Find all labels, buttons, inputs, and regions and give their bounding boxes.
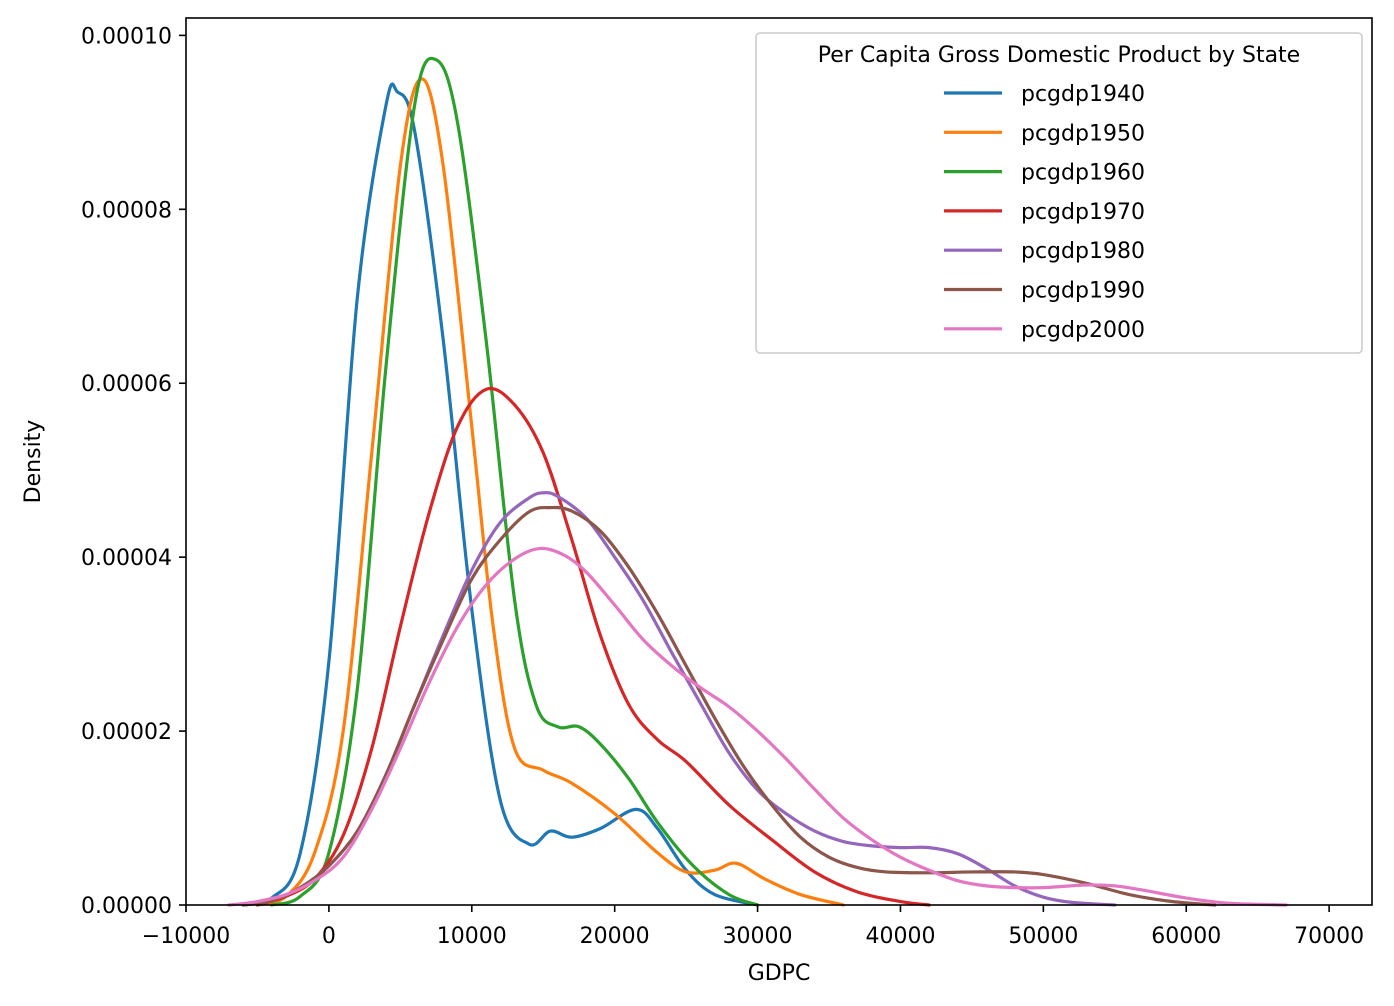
y-tick-label: 0.00002 xyxy=(81,720,172,745)
legend-label-pcgdp1950: pcgdp1950 xyxy=(1021,121,1145,146)
y-tick-label: 0.00000 xyxy=(81,894,172,919)
legend-label-pcgdp2000: pcgdp2000 xyxy=(1021,318,1145,343)
plot-frame xyxy=(185,17,1373,906)
y-axis-label: Density xyxy=(21,420,46,504)
x-tick-label: 60000 xyxy=(1151,924,1221,949)
series-line-pcgdp1940 xyxy=(241,82,760,907)
x-tick-label: 40000 xyxy=(865,924,935,949)
x-tick-label: 0 xyxy=(322,924,336,949)
x-tick-label: 30000 xyxy=(723,924,793,949)
series-line-pcgdp2000 xyxy=(227,546,1288,907)
legend-label-pcgdp1960: pcgdp1960 xyxy=(1021,161,1145,186)
y-tick-label: 0.00006 xyxy=(81,372,172,397)
x-axis-label: GDPC xyxy=(748,961,811,986)
legend-label-pcgdp1940: pcgdp1940 xyxy=(1021,82,1145,107)
x-tick-label: 20000 xyxy=(580,924,650,949)
series-line-pcgdp1960 xyxy=(270,56,760,907)
x-tick-label: 10000 xyxy=(437,924,507,949)
y-tick-label: 0.00008 xyxy=(81,198,172,223)
y-tick-label: 0.00010 xyxy=(81,24,172,49)
x-axis-ticks: −10000 0 10000 20000 30000 40000 50000 60000 700… xyxy=(142,905,1364,949)
legend-title: Per Capita Gross Domestic Product by Sta… xyxy=(818,43,1300,68)
series-line-pcgdp1970 xyxy=(255,386,931,907)
y-axis-ticks: 0.00000 0.00002 0.00004 0.00006 0.00008 0.000… xyxy=(81,24,186,919)
x-tick-label: 70000 xyxy=(1294,924,1364,949)
series-line-pcgdp1980 xyxy=(241,491,1117,907)
legend: Per Capita Gross Domestic Product by Sta… xyxy=(755,32,1363,354)
legend-items: pcgdp1940 pcgdp1950 pcgdp1960 pcgdp1970 pcgd… xyxy=(944,82,1145,343)
density-curves xyxy=(227,56,1288,907)
series-line-pcgdp1990 xyxy=(241,505,1217,907)
series-line-pcgdp1950 xyxy=(255,77,845,907)
legend-label-pcgdp1970: pcgdp1970 xyxy=(1021,200,1145,225)
x-tick-label: 50000 xyxy=(1008,924,1078,949)
legend-label-pcgdp1990: pcgdp1990 xyxy=(1021,279,1145,304)
legend-label-pcgdp1980: pcgdp1980 xyxy=(1021,239,1145,264)
legend-box xyxy=(755,32,1363,354)
x-tick-label: −10000 xyxy=(142,924,230,949)
y-tick-label: 0.00004 xyxy=(81,546,172,571)
